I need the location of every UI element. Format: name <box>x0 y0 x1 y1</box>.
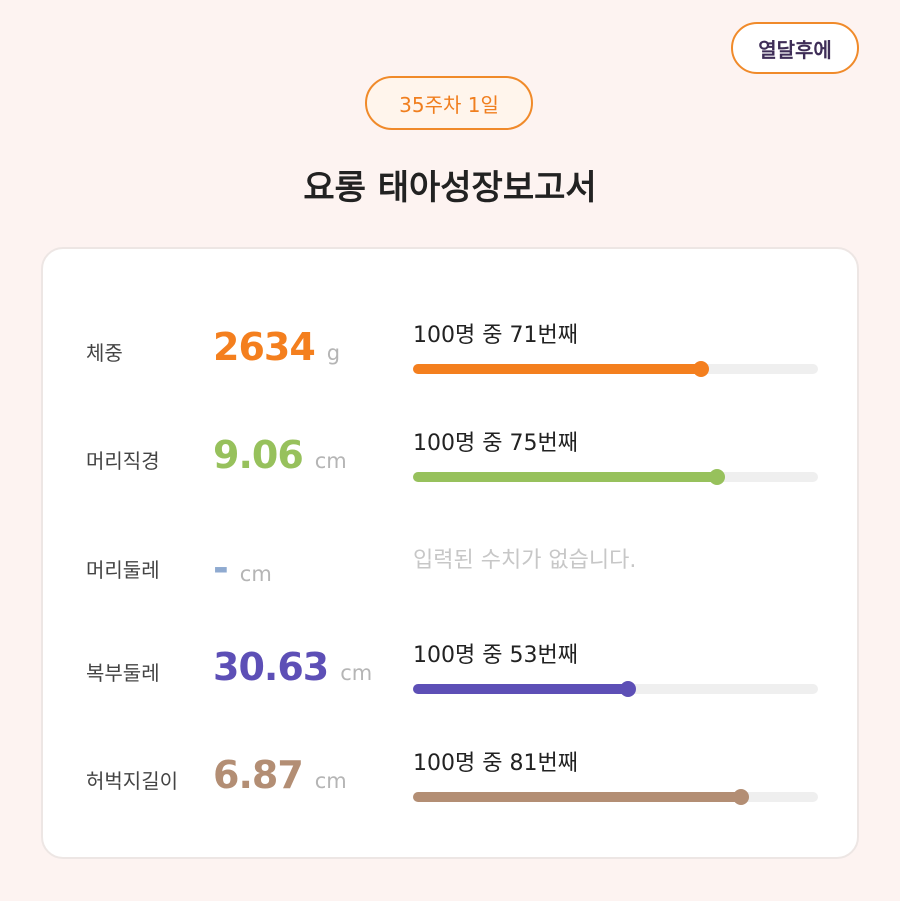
metric-value: - cm <box>213 546 272 590</box>
metric-number: 9.06 <box>213 433 304 477</box>
metric-number: - <box>213 546 229 590</box>
metric-row-head-circumference: 머리둘레 - cm 입력된 수치가 없습니다. <box>43 534 861 624</box>
metric-number: 6.87 <box>213 753 304 797</box>
metric-unit: cm <box>314 769 347 793</box>
metric-rank: 100명 중 71번째 <box>413 323 578 348</box>
percentile-bar-fill <box>413 364 701 374</box>
metric-rank: 100명 중 53번째 <box>413 643 578 668</box>
metric-label: 머리직경 <box>86 449 160 473</box>
percentile-bar-fill <box>413 684 628 694</box>
metric-label: 복부둘레 <box>86 661 160 685</box>
percentile-bar-knob <box>692 361 709 377</box>
metric-row-abdominal-circumference: 복부둘레 30.63 cm 100명 중 53번째 <box>43 637 861 727</box>
growth-report-card: 체중 2634 g 100명 중 71번째 머리직경 9.06 cm 100명 중 … <box>41 247 859 859</box>
metric-value: 30.63 cm <box>213 645 372 689</box>
metric-unit: g <box>326 341 341 365</box>
metric-value: 2634 g <box>213 325 340 369</box>
metric-label: 허벅지길이 <box>86 769 178 793</box>
metric-unit: cm <box>314 449 347 473</box>
metric-row-femur-length: 허벅지길이 6.87 cm 100명 중 81번째 <box>43 745 861 835</box>
percentile-bar-knob <box>733 789 750 805</box>
percentile-bar <box>413 789 818 805</box>
metric-row-weight: 체중 2634 g 100명 중 71번째 <box>43 317 861 407</box>
page-title: 요롱 태아성장보고서 <box>303 168 597 208</box>
percentile-bar-fill <box>413 472 717 482</box>
metric-value: 6.87 cm <box>213 753 347 797</box>
metric-row-head-diameter: 머리직경 9.06 cm 100명 중 75번째 <box>43 425 861 515</box>
percentile-bar-fill <box>413 792 742 802</box>
metric-number: 2634 <box>213 325 316 369</box>
metric-unit: cm <box>239 562 272 586</box>
metric-number: 30.63 <box>213 645 329 689</box>
metric-label: 머리둘레 <box>86 558 160 582</box>
metric-value: 9.06 cm <box>213 433 347 477</box>
percentile-bar-knob <box>619 681 636 697</box>
week-badge: 35주차 1일 <box>365 76 533 130</box>
metric-rank: 100명 중 75번째 <box>413 431 578 456</box>
no-data-message: 입력된 수치가 없습니다. <box>413 548 637 573</box>
percentile-bar <box>413 469 818 485</box>
percentile-bar-knob <box>708 469 725 485</box>
metric-label: 체중 <box>86 341 123 365</box>
metric-unit: cm <box>340 661 373 685</box>
brand-logo-badge: 열달후에 <box>731 22 859 74</box>
metric-rank: 100명 중 81번째 <box>413 751 578 776</box>
percentile-bar <box>413 681 818 697</box>
percentile-bar <box>413 361 818 377</box>
